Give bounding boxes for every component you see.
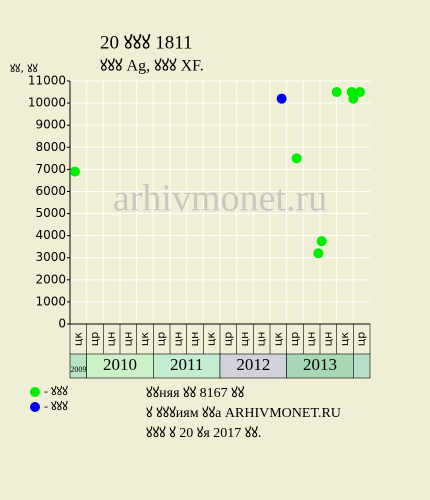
y-tick-label: 4000 (35, 228, 66, 242)
x-tick-label: цн (305, 332, 318, 347)
legend-marker (30, 402, 40, 412)
x-tick-label: цк (271, 332, 284, 346)
point (331, 87, 342, 98)
year-cell (286, 353, 354, 379)
x-tick-label: цн (171, 332, 184, 347)
x-tick-label: цн (121, 332, 134, 347)
point (316, 236, 327, 247)
x-tick-label: цр (221, 332, 234, 346)
watermark: arhivmonet.ru (113, 178, 327, 220)
y-tick-label: 6000 (35, 184, 66, 198)
x-tick-label: цр (88, 332, 101, 346)
y-tick-label: 10000 (28, 96, 66, 110)
point (276, 93, 287, 104)
y-tick-label: 3000 (35, 250, 66, 264)
y-tick-label: 5000 (35, 206, 66, 220)
y-axis-label: ꙋꙋ, ꙋꙋ (10, 62, 38, 75)
x-tick-label: цр (288, 332, 301, 346)
x-tick-label: цн (238, 332, 251, 347)
point (70, 166, 80, 177)
year-label: 2012 (236, 355, 270, 374)
y-tick-label: 8000 (35, 140, 66, 154)
year-cell (353, 353, 371, 379)
y-tick-label: 2000 (35, 272, 66, 286)
x-tick-label: цр (155, 332, 168, 346)
y-tick-label: 0 (58, 317, 66, 331)
chart-subtitle: ꙋꙋꙋ Ag, ꙋꙋꙋ XF. (100, 58, 204, 75)
year-label: 2011 (170, 355, 203, 374)
year-label: 2009 (70, 365, 86, 374)
y-tick-label: 11000 (28, 74, 66, 88)
x-tick-label: цк (138, 332, 151, 346)
y-tick-label: 1000 (35, 294, 66, 308)
note: ꙋꙋняя ꙋꙋ 8167 ꙋꙋ (146, 386, 245, 401)
x-tick-label: цк (338, 332, 351, 346)
x-tick-label: цк (205, 332, 218, 346)
note: ꙋꙋꙋ ꙋ 20 ꙋя 2017 ꙋꙋ. (146, 426, 261, 441)
x-tick-label: цн (188, 332, 201, 347)
note: ꙋ ꙋꙋꙋиям ꙋꙋа ARHIVMONET.RU (146, 406, 341, 421)
point (291, 153, 302, 164)
x-tick-label: цн (105, 332, 118, 347)
point (355, 87, 365, 98)
chart-title: 20 ꙋꙋꙋ 1811 (100, 32, 193, 53)
year-cell (219, 353, 287, 379)
x-tick-label: цр (355, 332, 368, 346)
y-tick-label: 7000 (35, 162, 66, 176)
legend-label: - ꙋꙋꙋ (44, 384, 68, 398)
x-tick-label: цк (71, 332, 84, 346)
legend-label: - ꙋꙋꙋ (44, 399, 68, 413)
legend-marker (30, 387, 40, 397)
x-tick-label: цн (255, 332, 268, 347)
x-tick-label: цн (321, 332, 334, 347)
year-label: 2013 (303, 355, 337, 374)
year-label: 2010 (103, 355, 137, 374)
point (348, 93, 359, 104)
y-tick-label: 9000 (35, 118, 66, 132)
point (313, 248, 324, 259)
